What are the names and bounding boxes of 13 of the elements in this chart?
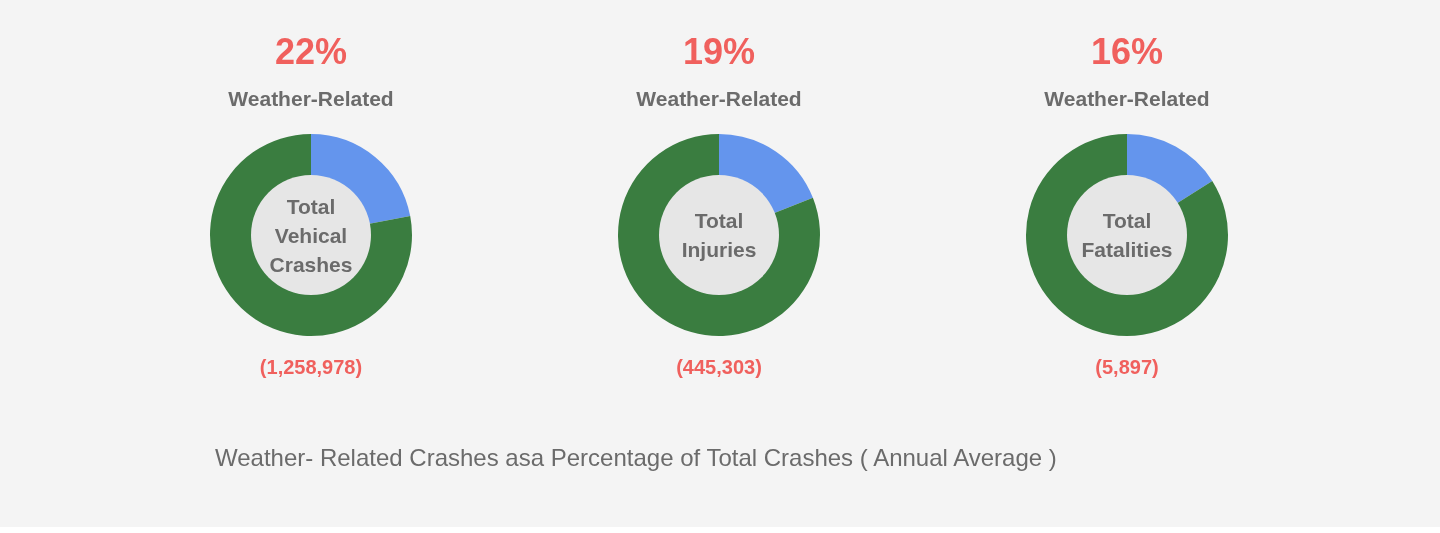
text: (445,303) (675, 356, 763, 379)
chart-title: 22% (273, 30, 349, 74)
text: Total Vehical Crashes (268, 193, 354, 278)
text: Total Fatalities (1080, 208, 1174, 263)
chart-subtitle: Weather-Related (635, 86, 803, 112)
text: (5,897) (1094, 356, 1160, 379)
chart-title: 19% (681, 30, 757, 74)
text: (1,258,978) (258, 356, 364, 379)
chart-title: 16% (1089, 30, 1165, 74)
text: Weather- Related Crashes asa Percentage of Total Crashes ( Annual Average ) (215, 444, 1057, 472)
text: Total Injuries (680, 208, 758, 263)
chart-subtitle: Weather-Related (1043, 86, 1211, 112)
chart-subtitle: Weather-Related (227, 86, 395, 112)
